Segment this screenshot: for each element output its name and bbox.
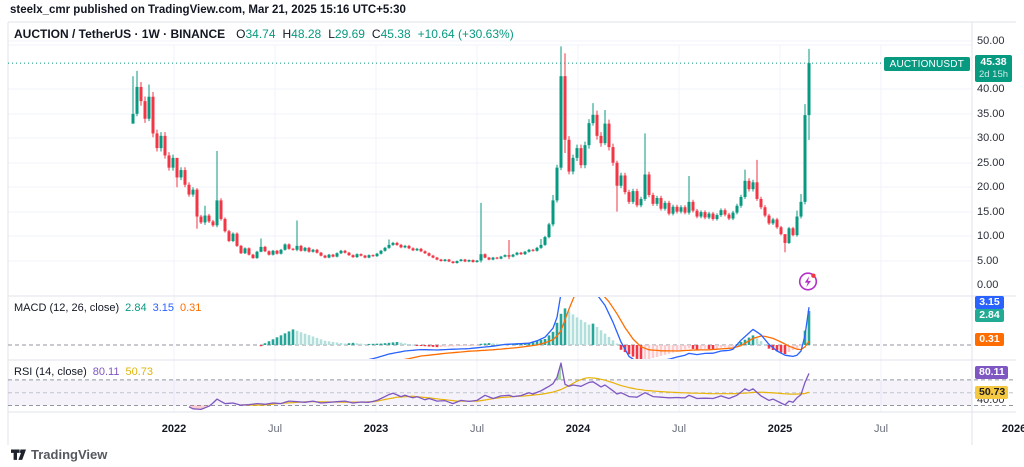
price-axis-label: 0.00 — [977, 279, 999, 291]
time-axis-label: Jul — [873, 423, 889, 435]
price-axis-label: 25.00 — [977, 156, 1005, 169]
macd-legend-title: MACD (12, 26, close) — [14, 302, 120, 314]
symbol-title: AUCTION / TetherUS · 1W · BINANCE — [14, 27, 226, 41]
published-by-line: steelx_cmr published on TradingView.com,… — [10, 4, 406, 16]
time-axis-label: 2024 — [565, 423, 591, 435]
macd-signal-value: 0.31 — [180, 302, 202, 314]
rsi-legend: RSI (14, close) 80.11 50.73 — [14, 366, 153, 378]
tradingview-logo-icon — [11, 449, 26, 460]
time-axis-label: 2025 — [767, 423, 793, 435]
tradingview-logo-text: TradingView — [31, 447, 108, 462]
price-axis-label: 20.00 — [977, 181, 1005, 194]
macd-line-value: 3.15 — [152, 302, 174, 314]
rsi-ma-value: 50.73 — [125, 366, 153, 378]
symbol-legend: AUCTION / TetherUS · 1W · BINANCE O34.74… — [14, 27, 514, 41]
price-axis-label: 15.00 — [977, 205, 1005, 218]
bar-countdown: 2d 15h — [978, 69, 1009, 80]
ohlc-close: C45.38 — [371, 27, 411, 41]
last-price-value: 45.38 — [980, 56, 1007, 68]
time-axis-label: Jul — [267, 423, 283, 435]
price-axis-label: 50.00 — [977, 34, 1005, 47]
price-change: +10.64 (+30.63%) — [417, 27, 514, 41]
time-axis-label: 2026 — [1001, 423, 1024, 435]
time-axis-label: Jul — [469, 423, 485, 435]
ohlc-open: O34.74 — [236, 27, 276, 41]
symbol-price-tag: AUCTIONUSDT — [883, 57, 970, 71]
time-axis-label: Jul — [671, 423, 687, 435]
macd-hist-badge: 2.84 — [975, 309, 1004, 322]
macd-signal-badge: 0.31 — [975, 333, 1004, 346]
rsi-badge: 80.11 — [975, 366, 1008, 379]
tradingview-logo[interactable]: TradingView — [11, 447, 107, 462]
price-axis-label: 5.00 — [977, 254, 999, 267]
rsi-legend-title: RSI (14, close) — [14, 366, 87, 378]
price-axis-label: 10.00 — [977, 230, 1005, 243]
ohlc-high: H48.28 — [282, 27, 322, 41]
time-axis-label: 2023 — [363, 423, 389, 435]
alert-lightning-icon[interactable] — [798, 272, 818, 291]
macd-legend: MACD (12, 26, close) 2.84 3.15 0.31 — [14, 302, 201, 314]
price-axis-label: 30.00 — [977, 132, 1005, 145]
price-axis-label: 40.00 — [977, 83, 1005, 96]
macd-hist-value: 2.84 — [125, 302, 147, 314]
last-price-badge: 45.38 2d 15h — [975, 55, 1012, 82]
ohlc-low: L29.69 — [328, 27, 365, 41]
macd-line-badge: 3.15 — [975, 296, 1004, 309]
price-axis-label: 35.00 — [977, 107, 1005, 120]
rsi-ma-badge: 50.73 — [975, 386, 1008, 399]
time-axis-label: 2022 — [161, 423, 187, 435]
rsi-value: 80.11 — [92, 366, 120, 378]
